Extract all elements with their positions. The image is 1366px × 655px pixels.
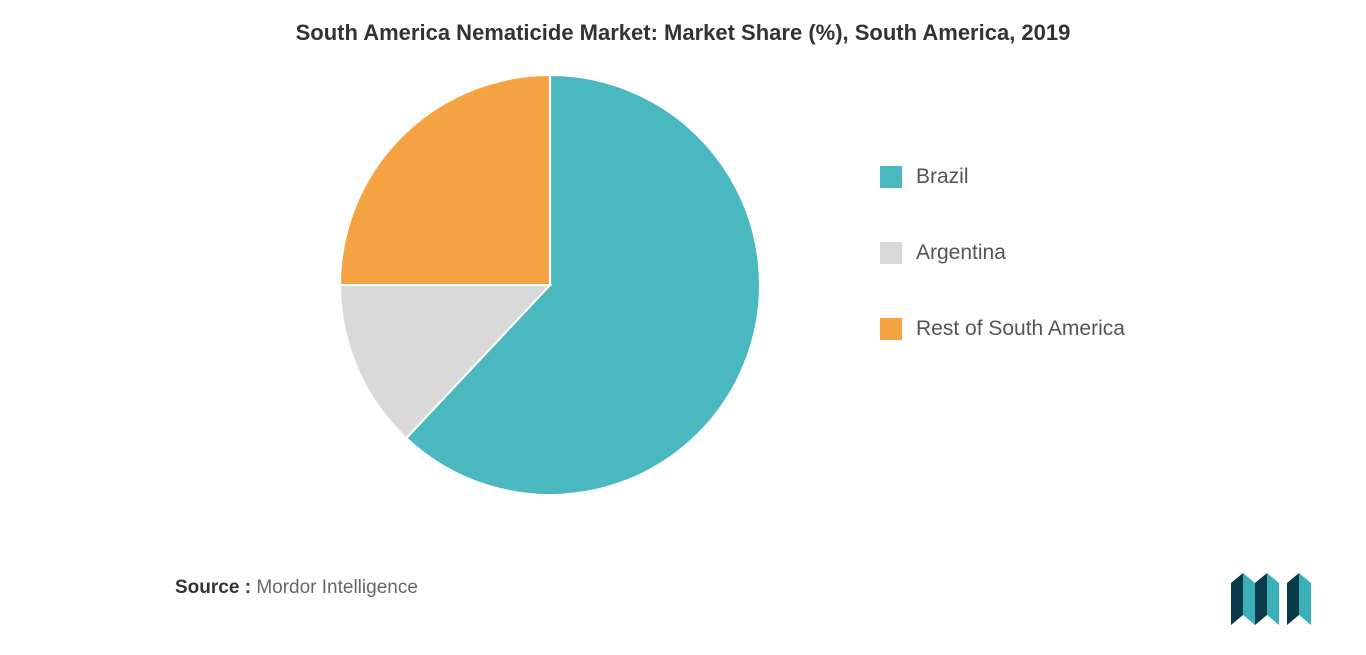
legend-swatch: [880, 318, 902, 340]
legend-label: Brazil: [916, 165, 969, 189]
legend: Brazil Argentina Rest of South America: [880, 165, 1125, 341]
pie-svg: [340, 75, 760, 495]
legend-item-0: Brazil: [880, 165, 1125, 189]
logo-icon: [1231, 573, 1311, 625]
legend-label: Argentina: [916, 241, 1006, 265]
source-label: Source :: [175, 577, 251, 598]
pie-slice-2: [340, 75, 550, 285]
pie-chart: [340, 75, 760, 495]
legend-swatch: [880, 166, 902, 188]
brand-logo: [1231, 573, 1311, 625]
chart-title: South America Nematicide Market: Market …: [0, 20, 1366, 46]
legend-item-2: Rest of South America: [880, 317, 1125, 341]
source-value: Mordor Intelligence: [256, 577, 418, 598]
legend-item-1: Argentina: [880, 241, 1125, 265]
source-attribution: Source : Mordor Intelligence: [175, 577, 418, 599]
legend-swatch: [880, 242, 902, 264]
legend-label: Rest of South America: [916, 317, 1125, 341]
chart-container: South America Nematicide Market: Market …: [0, 0, 1366, 655]
